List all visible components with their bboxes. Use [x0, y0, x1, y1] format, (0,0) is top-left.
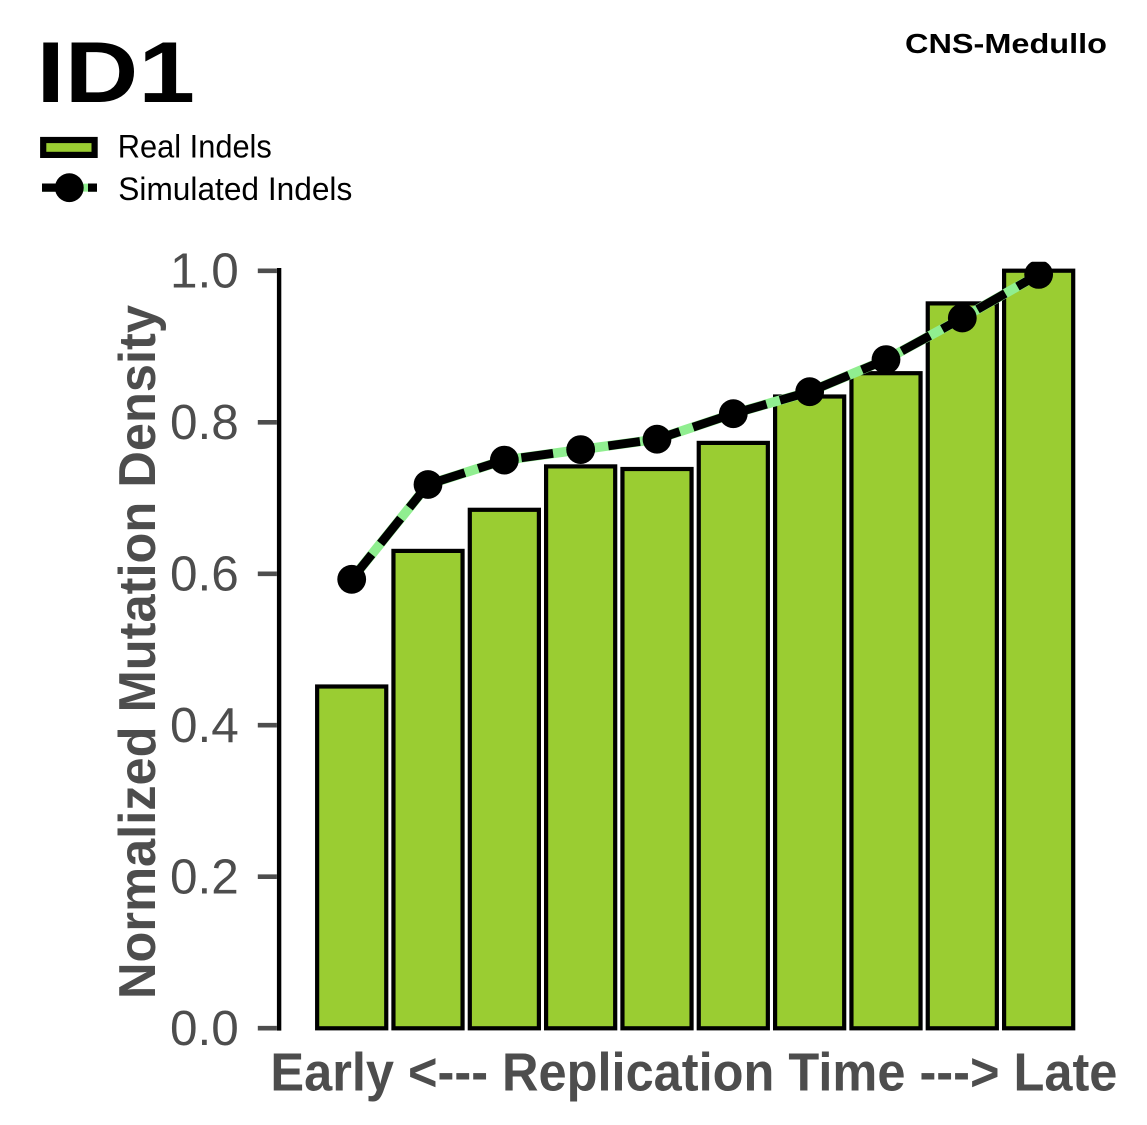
svg-text:0.6: 0.6	[170, 547, 239, 602]
svg-text:Normalized Mutation Density: Normalized Mutation Density	[109, 305, 167, 999]
svg-text:0.0: 0.0	[170, 1001, 239, 1056]
svg-text:0.8: 0.8	[170, 395, 239, 450]
svg-text:0.4: 0.4	[170, 698, 239, 753]
svg-text:0.2: 0.2	[170, 850, 239, 905]
svg-text:CNS-Medullo: CNS-Medullo	[905, 28, 1107, 59]
svg-text:1.0: 1.0	[170, 244, 239, 299]
svg-text:Early <--- Replication Time --: Early <--- Replication Time ---> Late	[270, 1043, 1117, 1102]
svg-text:ID1: ID1	[37, 25, 196, 121]
svg-text:Simulated Indels: Simulated Indels	[118, 171, 352, 207]
svg-text:Real Indels: Real Indels	[118, 128, 272, 164]
